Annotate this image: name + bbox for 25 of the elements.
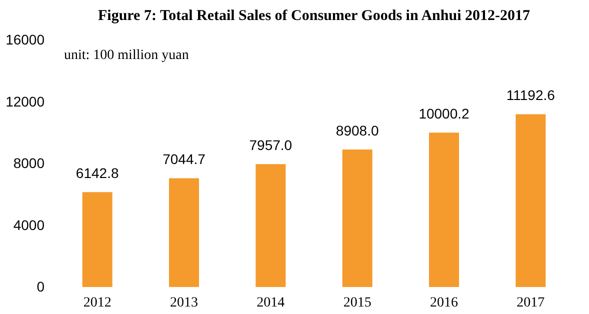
y-tick-label: 12000 (6, 93, 45, 110)
x-tick-label: 2017 (516, 296, 545, 310)
y-tick-label: 4000 (13, 216, 45, 233)
data-label: 11192.6 (506, 87, 556, 104)
y-tick-label: 8000 (13, 155, 45, 171)
data-label: 8908.0 (336, 122, 379, 138)
bar (82, 192, 112, 287)
data-label: 10000.2 (418, 106, 470, 122)
x-tick-label: 2016 (430, 296, 458, 310)
x-tick-label: 2012 (83, 296, 112, 310)
x-tick-label: 2014 (256, 296, 285, 310)
bar (516, 114, 546, 287)
bar (169, 178, 199, 287)
data-label: 6142.8 (76, 165, 119, 182)
bar (256, 164, 286, 287)
data-label: 7044.7 (162, 151, 206, 168)
bar (429, 132, 459, 287)
bar (342, 149, 372, 287)
y-tick-label: 16000 (6, 32, 45, 48)
annotation: unit: 100 million yuan (64, 48, 189, 63)
x-tick-label: 2013 (170, 296, 198, 310)
y-tick-label: 0 (36, 278, 45, 294)
chart-title: Figure 7: Total Retail Sales of Consumer Goods in Anhui 2012-2017 (98, 8, 530, 24)
data-label: 7957.0 (249, 137, 292, 154)
x-tick-label: 2015 (343, 296, 372, 310)
